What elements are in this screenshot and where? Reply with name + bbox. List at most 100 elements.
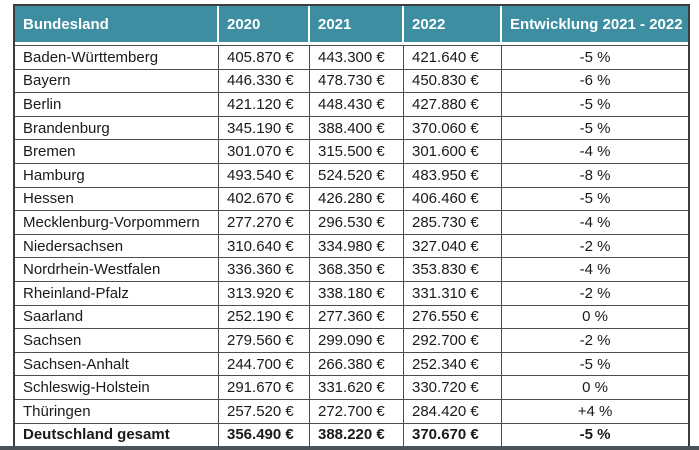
value-2020: 493.540 € [219, 162, 310, 187]
value-2020: 279.560 € [219, 328, 310, 352]
bundesland-name: Berlin [15, 92, 219, 116]
value-2021: 443.300 € [310, 45, 404, 69]
value-2020: 421.120 € [219, 92, 310, 116]
total-row: Deutschland gesamt 356.490 € 388.220 € 3… [15, 422, 688, 447]
header-row: Bundesland 2020 2021 2022 Entwicklung 20… [15, 6, 688, 45]
value-2022: 427.880 € [404, 92, 502, 116]
value-2020: 313.920 € [219, 280, 310, 305]
value-2022: 285.730 € [404, 210, 502, 234]
bundesland-name: Sachsen-Anhalt [15, 351, 219, 376]
value-2022: 331.310 € [404, 280, 502, 305]
table-row: Bremen 301.070 €315.500 €301.600 € -4 % [15, 139, 688, 163]
development-value: -4 % [502, 139, 688, 163]
value-2020: 405.870 € [219, 45, 310, 69]
value-2020: 402.670 € [219, 186, 310, 211]
value-2022: 421.640 € [404, 45, 502, 69]
table-row: Nordrhein-Westfalen 336.360 €368.350 €353… [15, 257, 688, 281]
value-2021: 426.280 € [310, 186, 404, 211]
value-2020: 301.070 € [219, 139, 310, 163]
table-row: Rheinland-Pfalz 313.920 €338.180 €331.310… [15, 280, 688, 305]
value-2021: 388.400 € [310, 115, 404, 140]
development-value: -2 % [502, 233, 688, 258]
development-value: -4 % [502, 257, 688, 281]
bundesland-name: Thüringen [15, 398, 219, 423]
table-row: Brandenburg 345.190 €388.400 €370.060 € -5… [15, 115, 688, 140]
value-2022: 483.950 € [404, 162, 502, 187]
bundesland-name: Niedersachsen [15, 233, 219, 258]
development-value: -4 % [502, 210, 688, 234]
bundesland-name: Bremen [15, 139, 219, 163]
total-2021-value: 388.220 € [310, 422, 404, 447]
value-2022: 301.600 € [404, 139, 502, 163]
value-2021: 299.090 € [310, 328, 404, 352]
value-2021: 338.180 € [310, 280, 404, 305]
value-2021: 277.360 € [310, 304, 404, 329]
header-bundesland: Bundesland [15, 6, 219, 45]
value-2021: 331.620 € [310, 375, 404, 399]
value-2020: 244.700 € [219, 351, 310, 376]
value-2021: 272.700 € [310, 398, 404, 423]
table-row: Sachsen-Anhalt 244.700 €266.380 €252.340 … [15, 351, 688, 376]
value-2022: 292.700 € [404, 328, 502, 352]
header-2022: 2022 [404, 6, 502, 45]
value-2021: 315.500 € [310, 139, 404, 163]
value-2022: 353.830 € [404, 257, 502, 281]
value-2021: 478.730 € [310, 68, 404, 93]
development-value: +4 % [502, 398, 688, 423]
value-2022: 284.420 € [404, 398, 502, 423]
value-2022: 406.460 € [404, 186, 502, 211]
value-2020: 345.190 € [219, 115, 310, 140]
bundesland-name: Mecklenburg-Vorpommern [15, 210, 219, 234]
bundesland-name: Bayern [15, 68, 219, 93]
header-2020: 2020 [219, 6, 310, 45]
total-label: Deutschland gesamt [15, 422, 219, 447]
value-2022: 450.830 € [404, 68, 502, 93]
value-2022: 327.040 € [404, 233, 502, 258]
bottom-accent-bar [0, 446, 699, 450]
bundesland-price-table: Bundesland 2020 2021 2022 Entwicklung 20… [13, 4, 690, 449]
development-value: -2 % [502, 280, 688, 305]
total-2020-value: 356.490 € [219, 422, 310, 447]
bundesland-name: Nordrhein-Westfalen [15, 257, 219, 281]
development-value: -5 % [502, 351, 688, 376]
table-row: Berlin 421.120 €448.430 €427.880 € -5 % [15, 92, 688, 116]
value-2022: 370.060 € [404, 115, 502, 140]
table-row: Mecklenburg-Vorpommern 277.270 €296.530 €… [15, 210, 688, 234]
header-entwicklung: Entwicklung 2021 - 2022 [502, 6, 688, 45]
development-value: -6 % [502, 68, 688, 93]
table-row: Hamburg 493.540 €524.520 €483.950 € -8 % [15, 162, 688, 187]
bundesland-name: Hessen [15, 186, 219, 211]
development-value: 0 % [502, 304, 688, 329]
value-2021: 448.430 € [310, 92, 404, 116]
value-2021: 334.980 € [310, 233, 404, 258]
value-2021: 266.380 € [310, 351, 404, 376]
table-row: Schleswig-Holstein 291.670 €331.620 €330.… [15, 375, 688, 399]
bundesland-name: Rheinland-Pfalz [15, 280, 219, 305]
value-2020: 446.330 € [219, 68, 310, 93]
bundesland-name: Sachsen [15, 328, 219, 352]
table-row: Thüringen 257.520 €272.700 €284.420 € +4 % [15, 398, 688, 423]
development-value: -8 % [502, 162, 688, 187]
table-row: Hessen 402.670 €426.280 €406.460 € -5 % [15, 186, 688, 211]
value-2020: 277.270 € [219, 210, 310, 234]
development-value: -5 % [502, 92, 688, 116]
value-2022: 330.720 € [404, 375, 502, 399]
table-row: Sachsen 279.560 €299.090 €292.700 € -2 % [15, 328, 688, 352]
value-2021: 524.520 € [310, 162, 404, 187]
development-value: -2 % [502, 328, 688, 352]
value-2020: 291.670 € [219, 375, 310, 399]
value-2021: 368.350 € [310, 257, 404, 281]
value-2020: 336.360 € [219, 257, 310, 281]
table-row: Baden-Württemberg 405.870 €443.300 €421.6… [15, 45, 688, 69]
header-2021: 2021 [310, 6, 404, 45]
development-value: -5 % [502, 45, 688, 69]
value-2022: 252.340 € [404, 351, 502, 376]
bundesland-name: Brandenburg [15, 115, 219, 140]
total-development-value: -5 % [502, 422, 688, 447]
bundesland-name: Schleswig-Holstein [15, 375, 219, 399]
development-value: -5 % [502, 186, 688, 211]
total-2022-value: 370.670 € [404, 422, 502, 447]
bundesland-name: Baden-Württemberg [15, 45, 219, 69]
bundesland-name: Hamburg [15, 162, 219, 187]
table-row: Saarland 252.190 €277.360 €276.550 €0 % [15, 304, 688, 329]
